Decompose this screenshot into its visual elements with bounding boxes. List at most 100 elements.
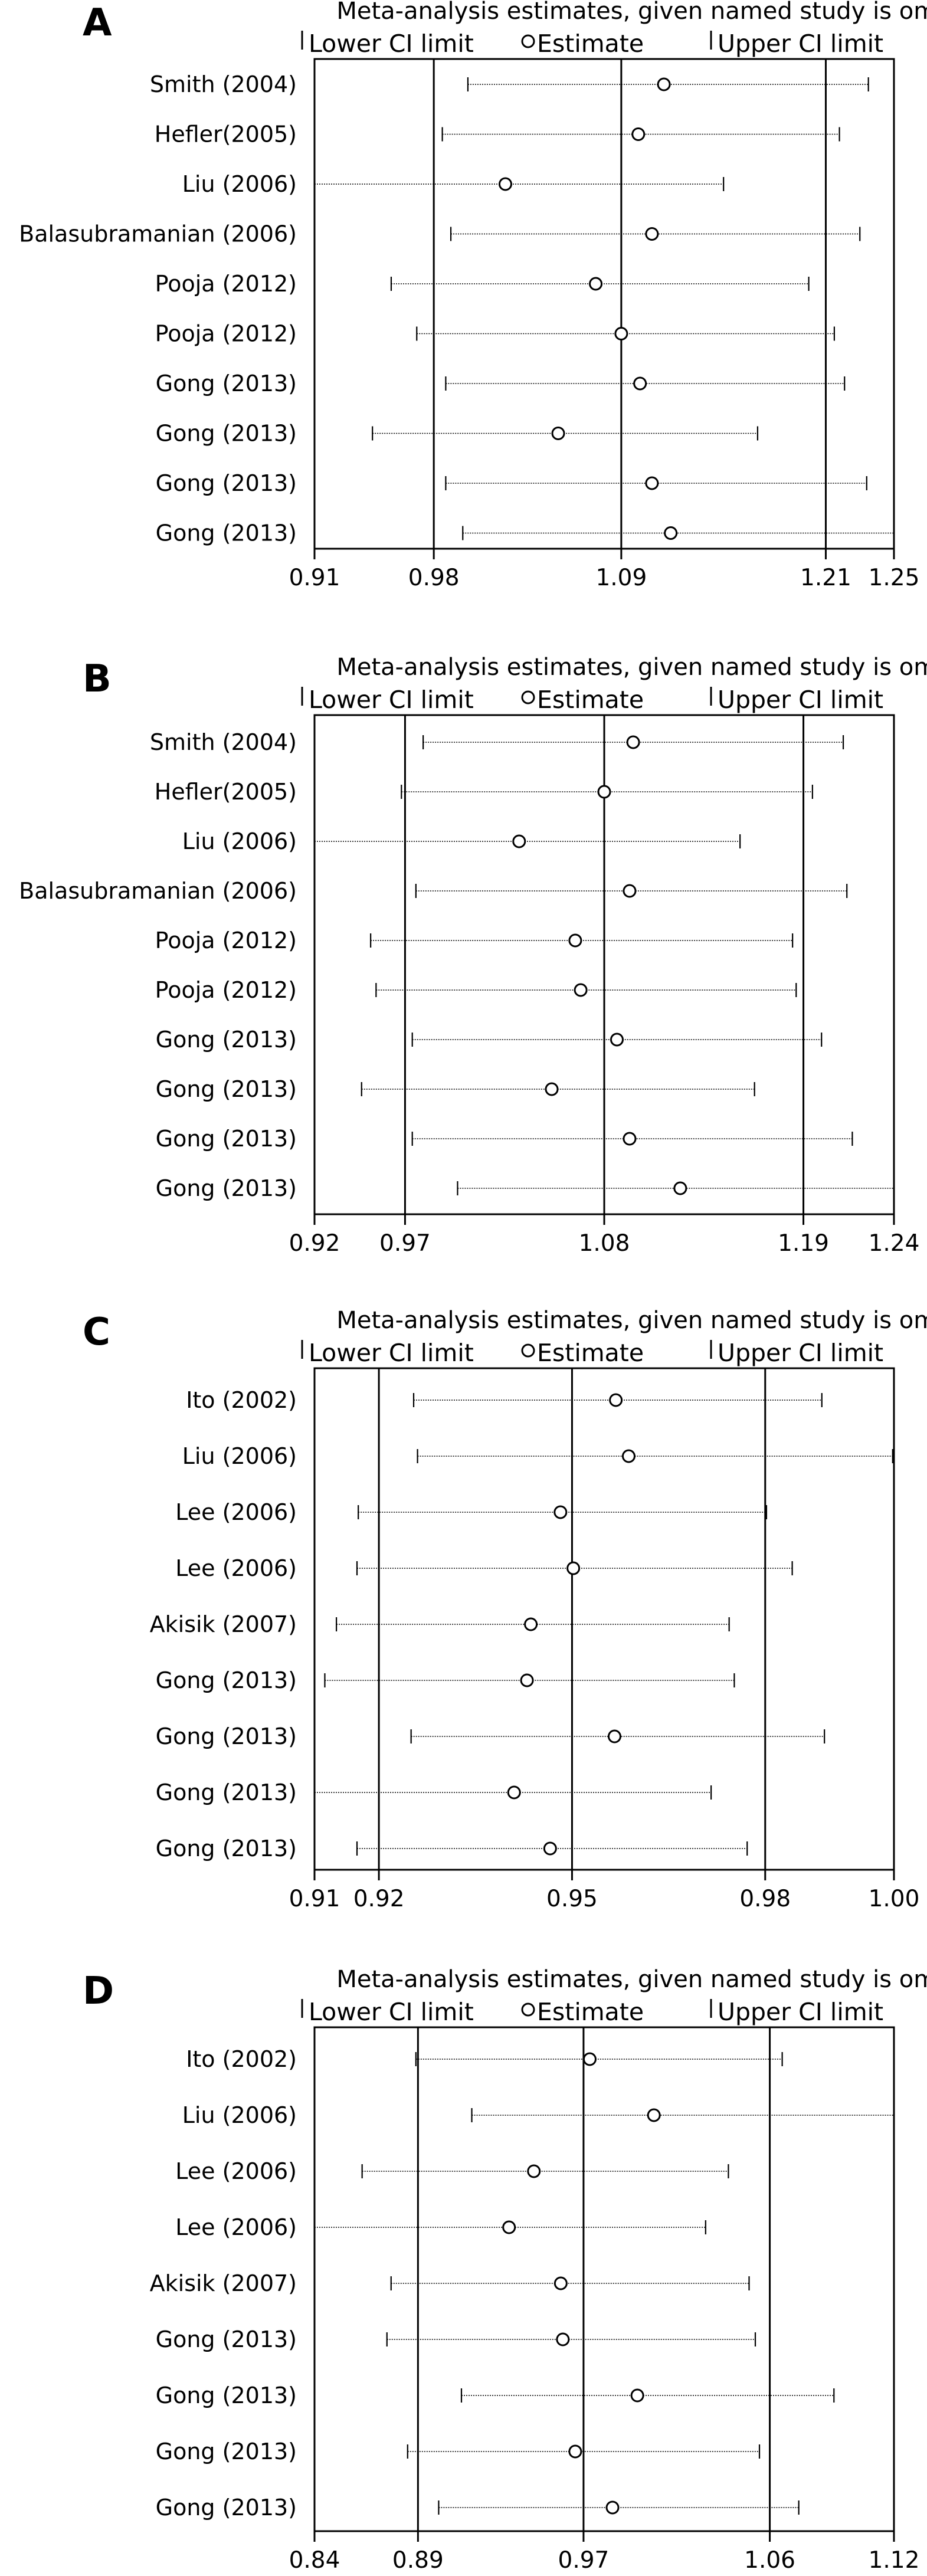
axis-tick-label: 0.89 (392, 2547, 444, 2574)
study-row: Gong (2013) (156, 1076, 755, 1102)
study-label: Gong (2013) (156, 1175, 297, 1201)
study-row: Smith (2004) (150, 729, 844, 755)
study-label: Gong (2013) (156, 2439, 297, 2464)
study-row: Akisik (2007) (150, 1611, 730, 1637)
study-label: Ito (2002) (186, 2046, 297, 2072)
study-row: Pooja (2012) (155, 977, 797, 1003)
legend-lower-label: Lower CI limit (309, 1339, 474, 1367)
estimate-point (551, 427, 565, 440)
study-row: Gong (2013) (156, 1027, 823, 1053)
forest-panel-d: D Meta-analysis estimates, given named st… (83, 1966, 927, 2574)
study-row: Lee (2006) (175, 1499, 768, 1525)
estimate-point (568, 933, 582, 948)
study-row: Liu (2006) (182, 1443, 893, 1469)
study-row: Gong (2013) (156, 2326, 756, 2352)
study-label: Gong (2013) (156, 1076, 297, 1102)
axis-tick-label: 1.21 (800, 565, 851, 591)
estimate-point (507, 1785, 521, 1800)
estimate-point (645, 227, 659, 241)
axis-tick-label: 1.19 (778, 1230, 829, 1257)
study-label: Pooja (2012) (155, 977, 297, 1003)
axis-tick-label: 0.98 (408, 565, 460, 591)
estimate-point (609, 1393, 623, 1407)
legend-estimate-label: Estimate (537, 686, 644, 714)
study-row: Pooja (2012) (155, 271, 810, 297)
legend: Lower CI limit Estimate Upper CI limit (301, 30, 883, 58)
estimate-point (623, 1132, 637, 1146)
study-row: Lee (2006) (175, 1555, 793, 1581)
estimate-point (597, 785, 611, 799)
axis-tick-label: 1.09 (595, 565, 647, 591)
chart-title: Meta-analysis estimates, given named stu… (336, 0, 927, 25)
study-label: Gong (2013) (156, 421, 297, 447)
study-row: Gong (2013) (156, 421, 759, 447)
estimate-point (645, 476, 659, 490)
legend-estimate-label: Estimate (537, 1998, 644, 2026)
study-row: Pooja (2012) (155, 928, 794, 953)
estimate-point (556, 2332, 570, 2346)
study-label: Gong (2013) (156, 1126, 297, 1152)
study-label: Gong (2013) (156, 1836, 297, 1861)
legend-lower-label: Lower CI limit (309, 1998, 474, 2026)
study-row: Liu (2006) (182, 2102, 895, 2128)
study-row: Balasubramanian (2006) (19, 878, 848, 904)
estimate-point (520, 1673, 534, 1687)
study-row: Ito (2002) (186, 1387, 823, 1413)
legend-estimate-label: Estimate (537, 1339, 644, 1367)
study-label: Pooja (2012) (155, 928, 297, 953)
study-label: Gong (2013) (156, 1723, 297, 1749)
study-label: Gong (2013) (156, 470, 297, 496)
axis-tick-label: 1.06 (744, 2547, 795, 2574)
study-row: Akisik (2007) (150, 2270, 750, 2296)
study-label: Hefler(2005) (155, 122, 297, 148)
study-label: Balasubramanian (2006) (19, 878, 297, 904)
study-row: Gong (2013) (156, 371, 846, 396)
study-label: Ito (2002) (186, 1387, 297, 1413)
estimate-point (673, 1181, 687, 1195)
axis-tick-label: 0.97 (558, 2547, 610, 2574)
study-row: Gong (2013) (156, 470, 867, 496)
axis-tick-label: 0.92 (353, 1886, 405, 1912)
study-row: Liu (2006) (182, 171, 725, 197)
study-row: Gong (2013) (156, 2439, 761, 2464)
estimate-point (631, 127, 646, 141)
estimate-point (574, 983, 588, 997)
study-label: Gong (2013) (156, 1667, 297, 1693)
legend-upper-label: Upper CI limit (718, 1998, 883, 2026)
axis-tick-label: 1.00 (869, 1886, 920, 1912)
study-row: Gong (2013) (156, 1779, 712, 1805)
study-row: Balasubramanian (2006) (19, 221, 861, 247)
estimate-point (527, 2164, 541, 2178)
study-row: Pooja (2012) (155, 321, 836, 347)
axis-tick-label: 0.98 (739, 1886, 791, 1912)
axis-tick-label: 1.08 (579, 1230, 630, 1257)
study-row: Gong (2013) (156, 1667, 735, 1693)
study-label: Smith (2004) (150, 729, 297, 755)
axis-tick-label: 0.84 (289, 2547, 340, 2574)
axis-tick-label: 1.12 (869, 2547, 920, 2574)
axis-tick-label: 0.91 (289, 565, 340, 591)
study-label: Lee (2006) (175, 1555, 297, 1581)
estimate-point (545, 1082, 559, 1096)
study-label: Liu (2006) (182, 828, 297, 854)
estimate-point (605, 2500, 620, 2515)
estimate-point (607, 1729, 621, 1743)
study-label: Smith (2004) (150, 71, 297, 97)
study-label: Lee (2006) (175, 1499, 297, 1525)
study-row: Lee (2006) (175, 2214, 706, 2240)
study-label: Gong (2013) (156, 2326, 297, 2352)
estimate-point (543, 1841, 557, 1856)
study-row: Liu (2006) (182, 828, 741, 854)
estimate-point (614, 327, 628, 340)
study-row: Ito (2002) (186, 2046, 783, 2072)
study-label: Liu (2006) (182, 1443, 297, 1469)
legend-upper-label: Upper CI limit (718, 686, 883, 714)
study-label: Liu (2006) (182, 171, 297, 197)
study-row: Gong (2013) (156, 520, 895, 546)
estimate-point (626, 735, 640, 749)
estimate-point (553, 1505, 568, 1519)
estimate-point (568, 2444, 582, 2459)
legend-lower-label: Lower CI limit (309, 686, 474, 714)
axis-tick-label: 0.92 (289, 1230, 340, 1257)
estimate-point (621, 1449, 636, 1463)
